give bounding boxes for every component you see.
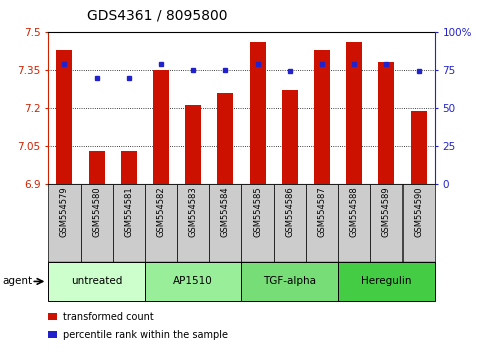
Text: GSM554585: GSM554585	[253, 187, 262, 237]
Bar	[378, 62, 395, 184]
Text: percentile rank within the sample: percentile rank within the sample	[63, 330, 228, 339]
Text: GSM554582: GSM554582	[156, 187, 166, 237]
Text: GSM554588: GSM554588	[350, 187, 359, 237]
Text: transformed count: transformed count	[63, 312, 154, 322]
Text: GSM554587: GSM554587	[317, 187, 327, 237]
Text: GSM554579: GSM554579	[60, 187, 69, 237]
Bar	[274, 184, 306, 262]
Text: GSM554586: GSM554586	[285, 187, 294, 237]
Bar	[57, 50, 72, 184]
Bar	[88, 151, 105, 184]
Bar	[48, 331, 57, 338]
Bar	[217, 93, 233, 184]
Bar	[185, 105, 201, 184]
Bar	[121, 151, 137, 184]
Bar	[242, 262, 338, 301]
Bar	[314, 50, 330, 184]
Bar	[177, 184, 209, 262]
Bar	[306, 184, 338, 262]
Text: Heregulin: Heregulin	[361, 276, 412, 286]
Bar	[250, 42, 266, 184]
Text: untreated: untreated	[71, 276, 122, 286]
Bar	[48, 262, 145, 301]
Bar	[242, 184, 274, 262]
Text: GDS4361 / 8095800: GDS4361 / 8095800	[87, 9, 227, 23]
Text: GSM554581: GSM554581	[124, 187, 133, 237]
Bar	[338, 262, 435, 301]
Text: GSM554583: GSM554583	[189, 187, 198, 237]
Bar	[338, 184, 370, 262]
Bar	[411, 110, 426, 184]
Bar	[370, 184, 402, 262]
Text: GSM554580: GSM554580	[92, 187, 101, 237]
Text: AP1510: AP1510	[173, 276, 213, 286]
Bar	[153, 70, 169, 184]
Bar	[113, 184, 145, 262]
Bar	[402, 184, 435, 262]
Bar	[48, 184, 81, 262]
Bar	[209, 184, 242, 262]
Bar	[48, 313, 57, 320]
Bar	[282, 90, 298, 184]
Text: GSM554589: GSM554589	[382, 187, 391, 237]
Text: GSM554590: GSM554590	[414, 187, 423, 237]
Text: TGF-alpha: TGF-alpha	[263, 276, 316, 286]
Text: agent: agent	[2, 276, 32, 286]
Bar	[145, 262, 242, 301]
Text: GSM554584: GSM554584	[221, 187, 230, 237]
Bar	[145, 184, 177, 262]
Bar	[346, 42, 362, 184]
Bar	[81, 184, 113, 262]
